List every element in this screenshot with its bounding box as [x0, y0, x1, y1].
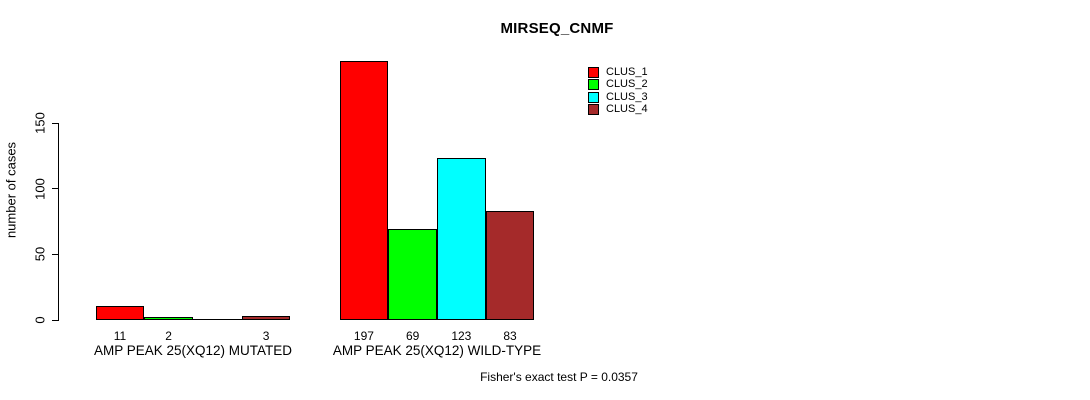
bar-value-label: 123 [451, 329, 472, 343]
legend-swatch-clus_3 [588, 91, 599, 103]
y-tick [52, 188, 58, 190]
y-tick [52, 253, 58, 255]
bar-value-label: 11 [113, 329, 127, 343]
bar-clus_2-group2 [388, 229, 437, 320]
bar-value-label: 83 [503, 329, 517, 343]
bar-clus_4-group2 [485, 210, 535, 320]
y-tick-label: 0 [32, 316, 48, 324]
bar-value-label: 197 [353, 329, 374, 343]
bar-clus_2-group1 [144, 317, 193, 320]
x-group-label: AMP PEAK 25(XQ12) MUTATED [93, 343, 293, 358]
y-tick [52, 319, 58, 321]
legend-label-clus_2: CLUS_2 [606, 78, 648, 91]
bar-clus_4-group1 [241, 316, 291, 320]
y-axis-line [58, 123, 59, 321]
y-tick-label: 50 [32, 247, 48, 262]
fisher-test-annotation: Fisher's exact test P = 0.0357 [480, 370, 638, 384]
bar-value-label: 69 [405, 329, 420, 343]
bar-value-label: 3 [262, 329, 270, 343]
legend-label-clus_1: CLUS_1 [606, 66, 648, 78]
bar-clus_1-group2 [339, 61, 389, 320]
legend-swatch-clus_4 [588, 103, 599, 115]
y-tick-label: 100 [32, 177, 48, 200]
bar-value-label: 2 [165, 329, 172, 343]
bar-clus_1-group1 [95, 305, 145, 320]
chart-title: MIRSEQ_CNMF [500, 20, 614, 37]
bar-clus_3-group1 [193, 319, 242, 320]
y-tick-label: 150 [32, 112, 48, 134]
legend-label-clus_4: CLUS_4 [606, 102, 648, 115]
legend-swatch-clus_1 [588, 67, 599, 78]
y-tick [52, 122, 58, 124]
legend-swatch-clus_2 [588, 79, 599, 91]
bar-clus_3-group2 [437, 158, 486, 320]
legend-label-clus_3: CLUS_3 [606, 90, 648, 103]
x-group-label: AMP PEAK 25(XQ12) WILD-TYPE [332, 343, 542, 358]
y-axis-title: number of cases [3, 141, 19, 239]
